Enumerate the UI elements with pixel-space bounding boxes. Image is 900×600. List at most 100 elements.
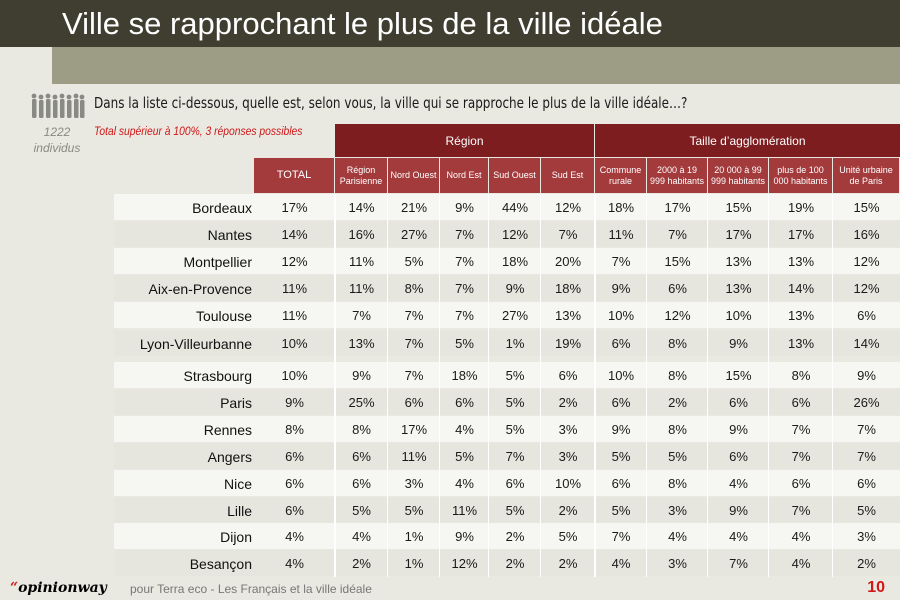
cell-divider — [646, 194, 647, 577]
table-cell: 11% — [348, 281, 375, 296]
table-cell: 6% — [505, 476, 525, 491]
table-cell: 7% — [404, 368, 424, 383]
table-cell: 13% — [554, 308, 582, 323]
page-number: 10 — [867, 579, 885, 596]
table-cell: 5% — [505, 422, 525, 437]
table-cell: 6% — [352, 476, 371, 491]
table-cell: 17% — [281, 200, 308, 215]
table-cell: 8% — [791, 368, 811, 383]
table-cell: 14% — [348, 200, 375, 215]
table-cell: 4% — [729, 529, 748, 544]
table-cell: 12% — [664, 308, 691, 323]
table-cell: 7% — [404, 308, 424, 323]
table-row — [114, 443, 900, 469]
row-label: Strasbourg — [183, 367, 252, 384]
table-cell: 4% — [611, 556, 631, 571]
table-cell: 9% — [505, 281, 525, 296]
table-cell: 44% — [501, 200, 529, 215]
cell-divider — [334, 194, 335, 577]
table-cell: 15% — [725, 200, 752, 215]
row-label: Nantes — [207, 226, 252, 243]
row-label: Lyon-Villeurbanne — [139, 335, 252, 352]
table-cell: 5% — [505, 368, 525, 383]
table-cell: 7% — [668, 227, 687, 242]
table-cell: 3% — [668, 503, 687, 518]
response-note: Total supérieur à 100%, 3 réponses possi… — [94, 124, 303, 138]
table-row — [114, 416, 900, 442]
column-header: plus de 100 000 habitants — [769, 158, 832, 193]
table-cell: 14% — [281, 227, 308, 242]
table-cell: 12% — [853, 254, 880, 269]
column-header: Commune rurale — [595, 158, 646, 193]
table-row — [114, 221, 900, 247]
table-cell: 5% — [611, 503, 631, 518]
table-cell: 1% — [505, 336, 525, 351]
table-cell: 6% — [611, 476, 631, 491]
brand-logo: “opinionway — [10, 580, 107, 596]
table-cell: 4% — [668, 529, 687, 544]
table-cell: 12% — [554, 200, 582, 215]
table-cell: 14% — [787, 281, 815, 296]
cell-divider — [387, 194, 388, 577]
table-cell: 2% — [505, 529, 525, 544]
row-label: Bordeaux — [192, 199, 252, 216]
table-cell: 6% — [611, 395, 631, 410]
table-cell: 6% — [285, 476, 304, 491]
table-cell: 15% — [664, 254, 691, 269]
table-cell: 8% — [352, 422, 371, 437]
column-header: Sud Ouest — [489, 158, 540, 193]
table-cell: 7% — [791, 503, 811, 518]
row-label: Lille — [227, 502, 252, 519]
table-cell: 5% — [352, 503, 371, 518]
table-cell: 11% — [281, 281, 308, 296]
table-cell: 9% — [611, 281, 631, 296]
table-cell: 6% — [791, 476, 811, 491]
table-cell: 4% — [455, 476, 474, 491]
table-cell: 12% — [501, 227, 529, 242]
subtitle-band — [52, 47, 900, 84]
table-cell: 6% — [352, 449, 371, 464]
table-cell: 6% — [558, 368, 578, 383]
row-label: Rennes — [203, 421, 252, 438]
column-header: Unité urbaine de Paris — [833, 158, 899, 193]
table-cell: 5% — [611, 449, 631, 464]
table-cell: 10% — [554, 476, 582, 491]
row-label: Aix-en-Provence — [148, 280, 253, 297]
footer-caption: pour Terra eco - Les Français et la vill… — [130, 582, 372, 596]
table-cell: 18% — [451, 368, 478, 383]
table-cell: 16% — [853, 227, 880, 242]
table-cell: 15% — [725, 368, 752, 383]
table-cell: 5% — [455, 336, 474, 351]
table-row — [114, 275, 900, 301]
column-divider — [595, 194, 596, 577]
row-label: Nice — [223, 475, 252, 492]
table-row — [114, 523, 900, 549]
table-cell: 5% — [455, 449, 474, 464]
sample-count: 1222 — [43, 125, 71, 139]
table-cell: 3% — [668, 556, 687, 571]
cell-divider — [832, 194, 833, 577]
table-cell: 12% — [281, 254, 308, 269]
table-cell: 5% — [404, 503, 424, 518]
table-cell: 9% — [729, 422, 748, 437]
sample-size: 1222 individus — [18, 124, 96, 156]
table-row — [114, 248, 900, 274]
table-cell: 17% — [400, 422, 428, 437]
table-cell: 18% — [554, 281, 582, 296]
table-cell: 6% — [404, 395, 424, 410]
table-cell: 9% — [285, 395, 304, 410]
table-cell: 4% — [455, 422, 474, 437]
table-cell: 3% — [558, 422, 578, 437]
table-row — [114, 389, 900, 415]
table-cell: 21% — [400, 200, 428, 215]
cell-divider — [439, 194, 440, 577]
table-cell: 1% — [404, 556, 424, 571]
table-cell: 7% — [455, 227, 474, 242]
people-icon — [31, 93, 85, 118]
table-cell: 16% — [348, 227, 375, 242]
title-band — [0, 0, 900, 47]
table-cell: 5% — [505, 503, 525, 518]
survey-question: Dans la liste ci-dessous, quelle est, se… — [94, 94, 688, 112]
page-title: Ville se rapprochant le plus de la ville… — [62, 6, 663, 41]
table-cell: 6% — [857, 308, 876, 323]
